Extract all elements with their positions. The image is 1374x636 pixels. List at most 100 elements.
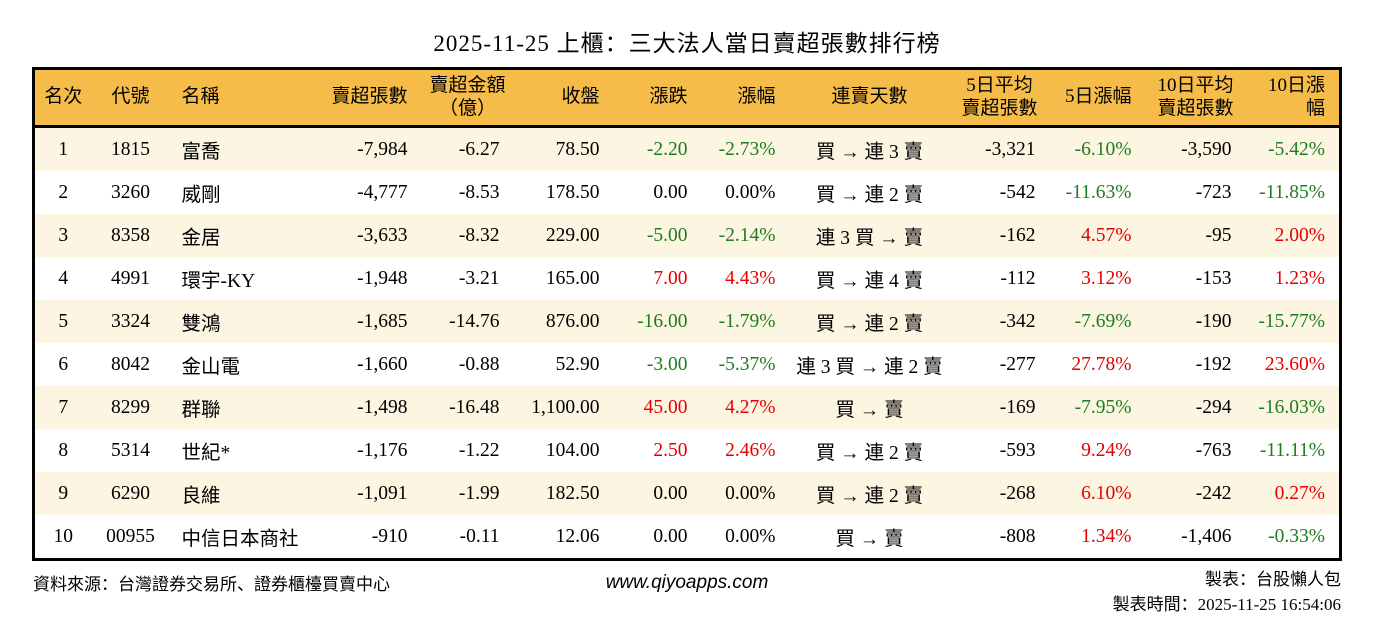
maker-credit: 製表：台股懶人包 xyxy=(1205,570,1341,589)
cell-code: 8042 xyxy=(111,353,150,375)
cell-net-sell: -3,633 xyxy=(357,224,408,246)
cell-10d-change-pct: -0.33% xyxy=(1268,525,1325,547)
cell-rank: 4 xyxy=(58,267,69,289)
cell-code: 8299 xyxy=(111,396,150,418)
cell-change: -3.00 xyxy=(646,353,688,375)
cell-name: 中信日本商社 xyxy=(181,529,299,550)
cell-close: 1,100.00 xyxy=(531,396,600,418)
cell-sell-streak: 連 3 買 → 賣 xyxy=(815,228,924,249)
cell-code: 3324 xyxy=(111,310,150,332)
cell-sell-streak: 買 → 連 2 賣 xyxy=(815,443,924,464)
cell-10d-change-pct: 0.27% xyxy=(1274,482,1325,504)
cell-code: 6290 xyxy=(111,482,150,504)
col-header-net-sell-amount: 賣超金額 （億） xyxy=(421,68,514,128)
cell-avg5-net-sell: -162 xyxy=(999,224,1036,246)
cell-rank: 1 xyxy=(58,138,69,160)
cell-avg10-net-sell: -294 xyxy=(1195,396,1232,418)
cell-sell-streak: 買 → 賣 xyxy=(835,529,904,550)
cell-5d-change-pct: 9.24% xyxy=(1081,439,1132,461)
header-row: 名次 代號 名稱 賣超張數 賣超金額 （億） 收盤 漲跌 漲幅 連賣天數 5日平… xyxy=(33,68,1341,128)
cell-change: 2.50 xyxy=(653,439,688,461)
cell-close: 165.00 xyxy=(545,267,600,289)
col-header-name: 名稱 xyxy=(169,68,320,128)
cell-close: 12.06 xyxy=(555,525,600,547)
cell-net-sell-amount: -14.76 xyxy=(449,310,500,332)
cell-close: 178.50 xyxy=(545,181,600,203)
cell-net-sell-amount: -16.48 xyxy=(449,396,500,418)
cell-net-sell-amount: -3.21 xyxy=(458,267,500,289)
cell-rank: 8 xyxy=(58,439,69,461)
table-row: 1 1815 富喬 -7,984 -6.27 78.50 -2.20 -2.73% 買 → 連 … xyxy=(33,126,1341,171)
cell-name: 金居 xyxy=(181,228,221,249)
cell-name: 環宇-KY xyxy=(181,271,256,292)
cell-avg10-net-sell: -763 xyxy=(1195,439,1232,461)
cell-change: 0.00 xyxy=(653,482,688,504)
col-header-code: 代號 xyxy=(91,68,170,128)
cell-change-pct: 0.00% xyxy=(725,482,776,504)
cell-avg5-net-sell: -542 xyxy=(999,181,1036,203)
cell-rank: 3 xyxy=(58,224,69,246)
cell-net-sell: -910 xyxy=(371,525,408,547)
website-url: www.qiyoapps.com xyxy=(605,572,769,593)
cell-net-sell-amount: -6.27 xyxy=(458,138,500,160)
cell-change-pct: -2.14% xyxy=(718,224,776,246)
cell-change: 7.00 xyxy=(653,267,688,289)
cell-change-pct: 2.46% xyxy=(725,439,776,461)
cell-avg10-net-sell: -3,590 xyxy=(1181,138,1232,160)
col-header-change: 漲跌 xyxy=(613,68,702,128)
cell-10d-change-pct: -11.85% xyxy=(1259,181,1325,203)
cell-sell-streak: 買 → 連 3 賣 xyxy=(815,142,924,163)
table-body: 1 1815 富喬 -7,984 -6.27 78.50 -2.20 -2.73% 買 → 連 … xyxy=(33,126,1341,560)
table-row: 5 3324 雙鴻 -1,685 -14.76 876.00 -16.00 -1.79% 買 →… xyxy=(33,300,1341,343)
cell-sell-streak: 買 → 連 2 賣 xyxy=(815,486,924,507)
cell-sell-streak: 買 → 連 2 賣 xyxy=(815,185,924,206)
ranking-table: 名次 代號 名稱 賣超張數 賣超金額 （億） 收盤 漲跌 漲幅 連賣天數 5日平… xyxy=(32,67,1342,561)
cell-net-sell-amount: -0.11 xyxy=(459,525,500,547)
cell-change-pct: 4.27% xyxy=(725,396,776,418)
cell-net-sell: -1,176 xyxy=(357,439,408,461)
cell-avg5-net-sell: -593 xyxy=(999,439,1036,461)
cell-rank: 7 xyxy=(58,396,69,418)
col-header-avg5-net-sell: 5日平均 賣超張數 xyxy=(949,68,1050,128)
table-row: 10 00955 中信日本商社 -910 -0.11 12.06 0.00 0.00% 買 → … xyxy=(33,515,1341,560)
cell-avg5-net-sell: -169 xyxy=(999,396,1036,418)
cell-5d-change-pct: 4.57% xyxy=(1081,224,1132,246)
cell-code: 8358 xyxy=(111,224,150,246)
table-row: 4 4991 環宇-KY -1,948 -3.21 165.00 7.00 4.43% 買 → … xyxy=(33,257,1341,300)
cell-change: 45.00 xyxy=(643,396,688,418)
cell-code: 3260 xyxy=(111,181,150,203)
cell-10d-change-pct: 1.23% xyxy=(1274,267,1325,289)
cell-name: 雙鴻 xyxy=(181,314,221,335)
cell-avg10-net-sell: -1,406 xyxy=(1181,525,1232,547)
cell-code: 5314 xyxy=(111,439,150,461)
cell-5d-change-pct: 3.12% xyxy=(1081,267,1132,289)
col-header-close: 收盤 xyxy=(513,68,614,128)
cell-avg5-net-sell: -3,321 xyxy=(985,138,1036,160)
cell-net-sell: -1,091 xyxy=(357,482,408,504)
col-header-10d-change-pct: 10日漲幅 xyxy=(1245,68,1341,128)
cell-name: 良維 xyxy=(181,486,221,507)
col-header-sell-streak: 連賣天數 xyxy=(789,68,950,128)
cell-change: -2.20 xyxy=(646,138,688,160)
cell-change-pct: 4.43% xyxy=(725,267,776,289)
cell-change-pct: -1.79% xyxy=(718,310,776,332)
cell-change-pct: 0.00% xyxy=(725,181,776,203)
page-title: 2025-11-25 上櫃：三大法人當日賣超張數排行榜 xyxy=(433,31,941,56)
cell-close: 229.00 xyxy=(545,224,600,246)
cell-5d-change-pct: 1.34% xyxy=(1081,525,1132,547)
cell-10d-change-pct: -11.11% xyxy=(1259,439,1325,461)
cell-5d-change-pct: -11.63% xyxy=(1065,181,1132,203)
cell-code: 00955 xyxy=(106,525,155,547)
cell-code: 1815 xyxy=(111,138,150,160)
footer: 資料來源：台灣證券交易所、證券櫃檯買賣中心 www.qiyoapps.com 製… xyxy=(33,568,1341,617)
cell-change: -5.00 xyxy=(646,224,688,246)
cell-rank: 6 xyxy=(58,353,69,375)
generated-time: 製表時間：2025-11-25 16:54:06 xyxy=(1112,594,1341,614)
cell-change-pct: 0.00% xyxy=(725,525,776,547)
cell-5d-change-pct: -7.95% xyxy=(1074,396,1132,418)
cell-net-sell-amount: -8.32 xyxy=(458,224,500,246)
cell-close: 876.00 xyxy=(545,310,600,332)
cell-sell-streak: 買 → 連 4 賣 xyxy=(815,271,924,292)
cell-change-pct: -5.37% xyxy=(718,353,776,375)
cell-net-sell: -4,777 xyxy=(357,181,408,203)
